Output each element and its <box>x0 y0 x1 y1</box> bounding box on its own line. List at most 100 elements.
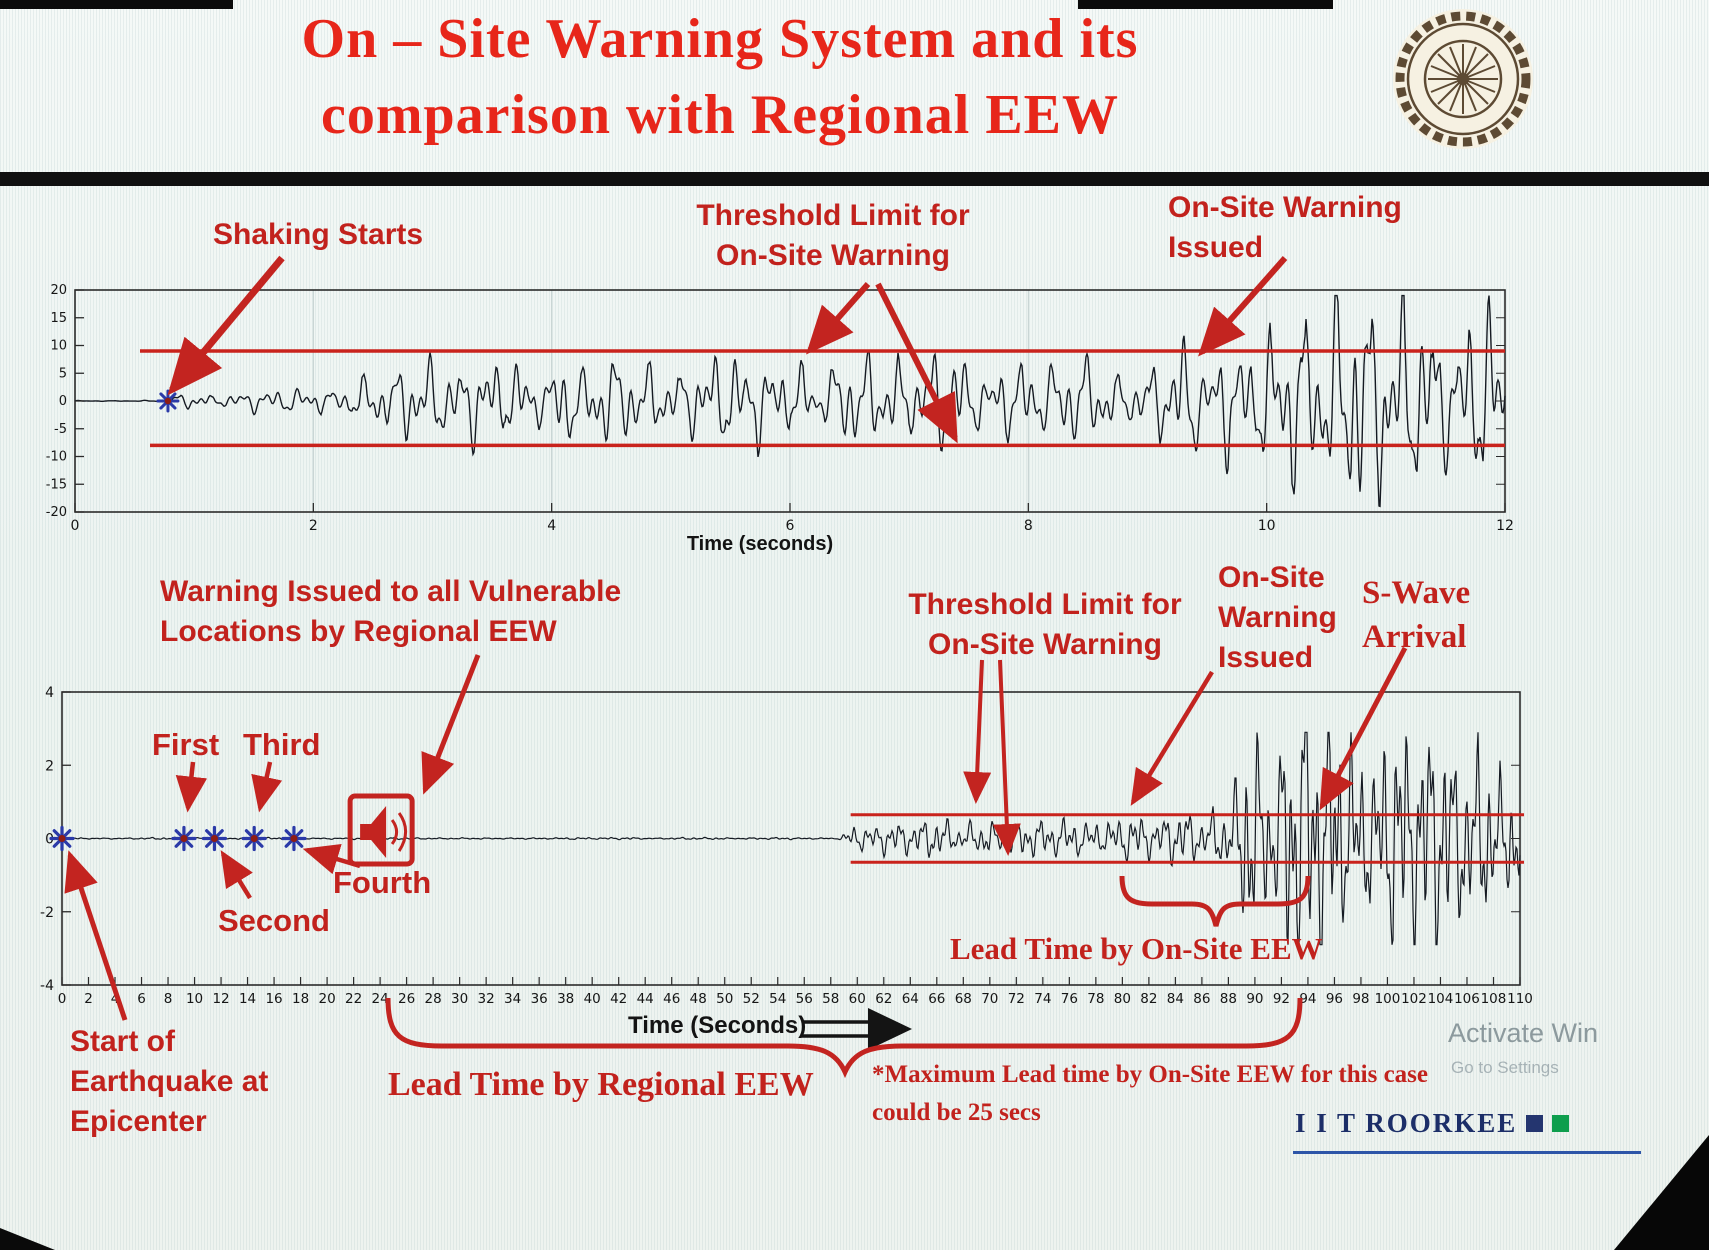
svg-text:60: 60 <box>849 991 866 1007</box>
svg-text:44: 44 <box>637 991 654 1007</box>
svg-text:4: 4 <box>547 518 556 534</box>
svg-text:70: 70 <box>981 991 998 1007</box>
top-chart-xlabel: Time (seconds) <box>686 533 834 555</box>
title-divider-bar <box>0 172 1709 186</box>
svg-text:46: 46 <box>663 991 680 1007</box>
brand-text: I I T ROORKEE <box>1295 1108 1518 1138</box>
slide-title: On – Site Warning System and its compari… <box>301 8 1139 146</box>
svg-text:66: 66 <box>928 991 945 1007</box>
iit-roorkee-logo <box>1393 9 1533 149</box>
svg-text:110: 110 <box>1507 991 1533 1007</box>
p-wave-detection-marker <box>201 825 228 852</box>
svg-text:4: 4 <box>45 685 54 701</box>
svg-text:54: 54 <box>769 991 786 1007</box>
svg-text:86: 86 <box>1193 991 1210 1007</box>
annotation-arrow <box>251 761 283 813</box>
svg-text:-20: -20 <box>46 505 67 520</box>
svg-text:82: 82 <box>1140 991 1157 1007</box>
annotation-first: First <box>152 727 220 762</box>
svg-text:40: 40 <box>584 991 601 1007</box>
svg-text:96: 96 <box>1326 991 1343 1007</box>
brand-square-blue-icon <box>1526 1115 1544 1132</box>
photo-corner-bottom-left <box>0 1228 55 1250</box>
svg-text:8: 8 <box>164 991 173 1007</box>
svg-text:24: 24 <box>372 991 389 1007</box>
svg-text:78: 78 <box>1087 991 1104 1007</box>
annotation-arrow <box>963 659 992 804</box>
svg-text:4: 4 <box>111 991 120 1007</box>
annotation-arrow <box>806 282 871 355</box>
svg-text:100: 100 <box>1375 991 1401 1007</box>
svg-text:52: 52 <box>743 991 760 1007</box>
annotation-arrow <box>421 654 481 795</box>
annotation-threshold-limit-top: Threshold Limit for On-Site Warning <box>696 199 970 272</box>
svg-text:0: 0 <box>45 832 54 848</box>
svg-text:2: 2 <box>45 758 54 774</box>
annotation-arrow <box>1130 670 1214 806</box>
annotation-arrow <box>64 850 128 1021</box>
svg-text:34: 34 <box>504 991 521 1007</box>
svg-text:84: 84 <box>1167 991 1184 1007</box>
svg-text:6: 6 <box>786 518 795 534</box>
svg-text:0: 0 <box>58 991 67 1007</box>
svg-text:-15: -15 <box>46 477 67 492</box>
svg-text:38: 38 <box>557 991 574 1007</box>
svg-text:74: 74 <box>1034 991 1051 1007</box>
svg-text:10: 10 <box>186 991 203 1007</box>
svg-text:2: 2 <box>84 991 93 1007</box>
annotation-max-lead-note: *Maximum Lead time by On-Site EEW for th… <box>872 1061 1429 1126</box>
svg-text:-5: -5 <box>54 422 67 437</box>
annotation-arrow <box>875 282 958 444</box>
annotation-regional-warning: Warning Issued to all Vulnerable Locatio… <box>160 575 622 648</box>
svg-text:2: 2 <box>309 518 318 534</box>
svg-text:92: 92 <box>1273 991 1290 1007</box>
svg-text:-10: -10 <box>46 450 67 465</box>
svg-text:76: 76 <box>1061 991 1078 1007</box>
svg-text:16: 16 <box>265 991 282 1007</box>
annotation-arrow <box>167 255 285 396</box>
svg-text:102: 102 <box>1401 991 1427 1007</box>
brand-square-green-icon <box>1552 1115 1570 1132</box>
svg-text:12: 12 <box>212 991 229 1007</box>
svg-text:20: 20 <box>50 283 67 298</box>
svg-text:28: 28 <box>425 991 442 1007</box>
annotation-lead-time-regional: Lead Time by Regional EEW <box>388 1066 814 1103</box>
svg-text:106: 106 <box>1454 991 1480 1007</box>
annotation-arrow <box>175 761 208 813</box>
svg-text:20: 20 <box>318 991 335 1007</box>
bottom-chart-xlabel: Time (Seconds) <box>628 1012 807 1039</box>
svg-text:5: 5 <box>59 366 67 381</box>
svg-text:-2: -2 <box>40 905 54 921</box>
annotation-onsite-warning-issued-top: On-Site Warning Issued <box>1168 191 1402 264</box>
brace-lead-time-onsite <box>1119 875 1311 927</box>
svg-text:36: 36 <box>531 991 548 1007</box>
p-wave-detection-marker <box>49 825 75 852</box>
brand-underline <box>1293 1151 1641 1154</box>
svg-text:80: 80 <box>1114 991 1131 1007</box>
annotation-swave-arrival: S-Wave Arrival <box>1362 575 1471 655</box>
svg-text:0: 0 <box>59 394 67 409</box>
svg-text:90: 90 <box>1246 991 1263 1007</box>
annotation-arrow <box>302 844 361 875</box>
top-edge-strip-right <box>1078 0 1333 9</box>
svg-text:8: 8 <box>1024 518 1033 534</box>
svg-text:15: 15 <box>50 311 67 326</box>
svg-text:72: 72 <box>1008 991 1025 1007</box>
annotation-arrow <box>220 850 253 900</box>
svg-text:104: 104 <box>1428 991 1454 1007</box>
annotation-shaking-starts: Shaking Starts <box>213 218 424 251</box>
svg-text:-4: -4 <box>40 978 54 994</box>
svg-text:88: 88 <box>1220 991 1237 1007</box>
brace-lead-time-regional <box>385 997 1303 1079</box>
p-wave-detection-marker <box>281 825 307 852</box>
svg-text:32: 32 <box>478 991 495 1007</box>
svg-text:10: 10 <box>1258 518 1276 534</box>
svg-text:56: 56 <box>796 991 813 1007</box>
svg-text:30: 30 <box>451 991 468 1007</box>
top-edge-strip-left <box>0 0 233 9</box>
p-wave-detection-marker <box>171 825 197 852</box>
svg-text:42: 42 <box>610 991 627 1007</box>
svg-text:26: 26 <box>398 991 415 1007</box>
svg-text:98: 98 <box>1352 991 1369 1007</box>
